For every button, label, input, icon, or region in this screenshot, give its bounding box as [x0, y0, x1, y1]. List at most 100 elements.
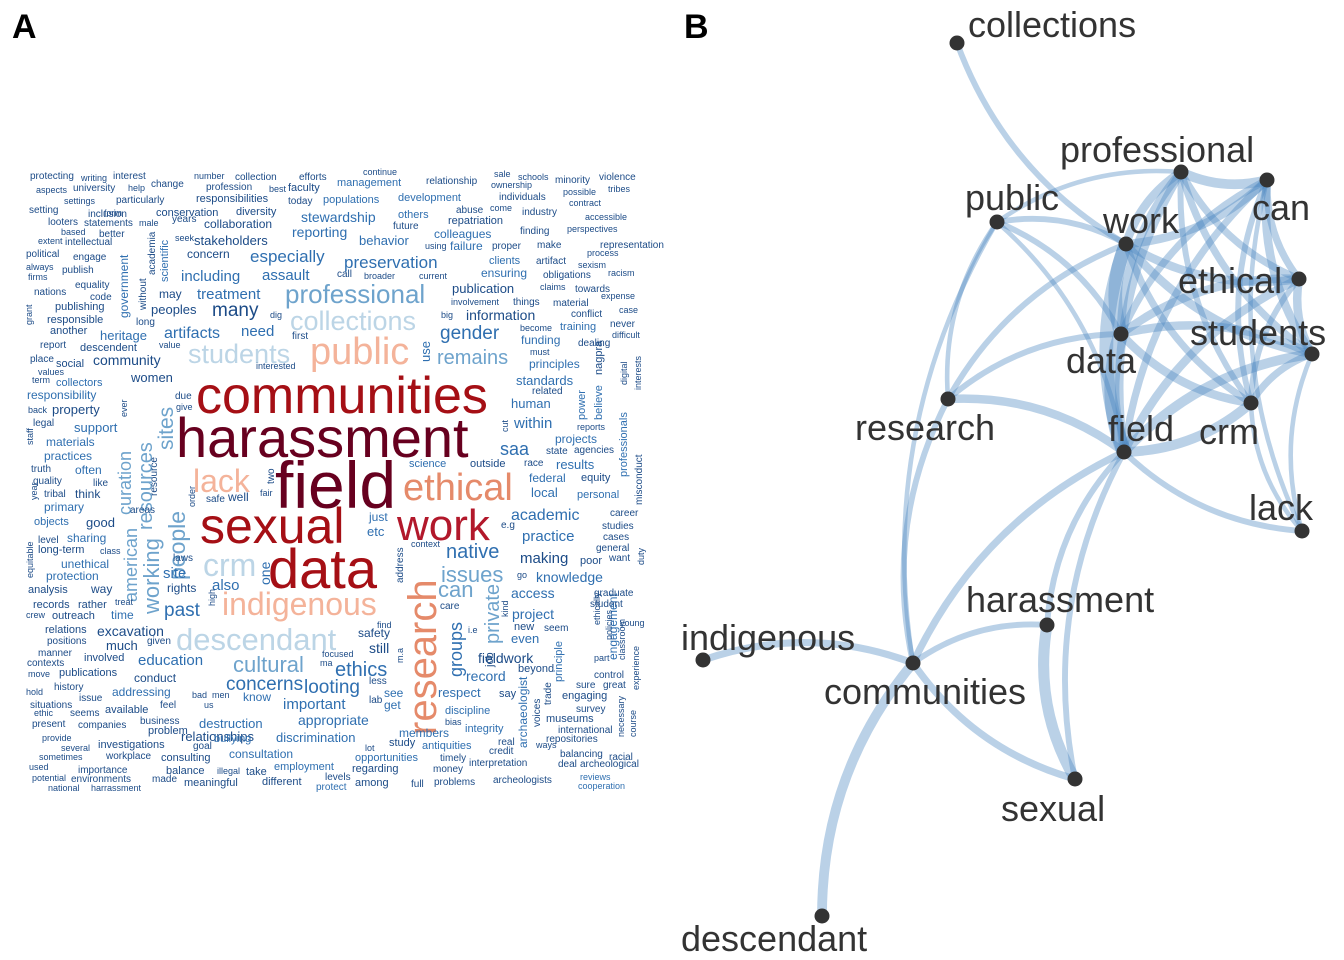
word-cloud-word: project	[512, 606, 554, 622]
word-cloud-word: reports	[577, 422, 606, 432]
word-cloud-word: interest	[113, 171, 146, 182]
word-cloud-word: power	[576, 390, 588, 420]
word-cloud-word: protecting	[30, 171, 74, 182]
network-edge	[1117, 176, 1271, 338]
network-edge	[1261, 175, 1317, 359]
word-cloud-word: career	[610, 508, 639, 519]
word-cloud-word: given	[147, 636, 171, 647]
word-cloud-word: see	[384, 686, 404, 700]
word-cloud-word: tribal	[44, 489, 66, 500]
word-cloud-word: present	[32, 719, 66, 730]
word-cloud-word: others	[398, 209, 429, 221]
word-cloud-word: use	[418, 341, 433, 362]
network-edge	[954, 40, 1129, 247]
network-edge	[1248, 276, 1302, 406]
word-cloud-word: safe	[206, 494, 225, 505]
word-cloud-word: time	[111, 608, 134, 622]
word-cloud-word: classroom	[617, 619, 627, 660]
word-cloud-word: m.a	[395, 648, 405, 663]
word-cloud-word: conduct	[134, 671, 177, 685]
network-node-label-descendant: descendant	[681, 918, 867, 959]
network-node-harassment	[1039, 617, 1055, 633]
word-cloud-word: part	[594, 653, 610, 663]
word-cloud-word: help	[128, 183, 145, 193]
network-edge	[1120, 176, 1271, 456]
word-cloud-word: failure	[450, 239, 483, 253]
network-edge	[943, 394, 1129, 457]
word-cloud-word: i.e	[468, 625, 478, 635]
word-cloud-word: made	[152, 774, 177, 785]
word-cloud-word: education	[138, 652, 203, 669]
word-cloud-word: dealing	[578, 338, 610, 349]
word-cloud-word: full	[411, 779, 424, 790]
word-cloud-word: bullying	[214, 733, 251, 745]
word-cloud-word: positions	[47, 636, 86, 647]
word-cloud-word: safety	[358, 626, 390, 640]
word-cloud-word: members	[399, 726, 449, 740]
word-cloud-word: responsibilities	[196, 193, 269, 205]
word-cloud-word: become	[520, 323, 552, 333]
word-cloud-word: people	[164, 511, 190, 580]
word-cloud-word: diversity	[236, 206, 277, 218]
word-cloud-word: resource	[149, 457, 160, 496]
word-cloud-word: minority	[555, 175, 590, 186]
word-cloud-word: employment	[274, 761, 334, 773]
network-edge	[994, 215, 1129, 247]
word-cloud-word: manner	[38, 648, 73, 659]
word-cloud-word: concerns	[226, 674, 303, 695]
word-cloud-word: statements	[84, 218, 133, 229]
word-cloud-word: respect	[438, 685, 481, 700]
word-cloud-word: archeological	[580, 759, 639, 770]
word-cloud-word: representation	[600, 240, 664, 251]
word-cloud-word: artifacts	[164, 325, 220, 342]
word-cloud-word: funding	[521, 333, 560, 347]
word-cloud-word: abuse	[456, 205, 484, 216]
word-cloud-word: perspectives	[567, 224, 618, 234]
network-edge	[817, 658, 918, 921]
word-cloud-word: much	[106, 638, 138, 653]
word-cloud-word: difficult	[612, 330, 640, 340]
network-edge	[1114, 167, 1186, 457]
word-cloud-word: expense	[601, 291, 635, 301]
word-cloud-word: current	[419, 271, 448, 281]
word-cloud-word: treatment	[197, 286, 261, 303]
word-cloud-word: including	[181, 268, 240, 285]
word-cloud-word: hold	[26, 687, 43, 697]
network-edge	[994, 168, 1184, 225]
word-cloud-word: crew	[26, 610, 46, 620]
word-cloud-word: first	[292, 331, 308, 342]
word-cloud-word: destruction	[199, 716, 263, 731]
word-cloud-word: number	[194, 171, 225, 181]
word-cloud-word: curation	[115, 451, 135, 515]
word-cloud-word: must	[530, 347, 550, 357]
word-cloud-word: student	[590, 599, 623, 610]
word-cloud-word: outreach	[52, 610, 95, 622]
word-cloud-word: looting	[304, 677, 360, 698]
word-cloud-word: best	[269, 184, 287, 194]
word-cloud-word: professionals	[618, 412, 630, 477]
word-cloud-word: interested	[256, 361, 296, 371]
word-cloud-word: great	[603, 680, 626, 691]
network-edge	[1062, 449, 1127, 782]
word-cloud-word: graduate	[594, 588, 634, 599]
word-cloud-word: move	[28, 669, 50, 679]
word-cloud-word: sexual	[200, 498, 345, 554]
word-cloud-word: equality	[75, 280, 109, 291]
word-cloud-word: another	[50, 325, 88, 337]
network-edge	[910, 621, 1050, 666]
network-node-label-communities: communities	[824, 671, 1026, 712]
word-cloud-word: results	[556, 457, 595, 472]
word-cloud-word: things	[513, 297, 540, 308]
word-cloud-word: students	[188, 339, 290, 369]
network-edge	[1119, 349, 1317, 457]
network-node-label-public: public	[965, 177, 1059, 218]
network-edge	[1116, 167, 1186, 339]
word-cloud-word: tribes	[608, 184, 631, 194]
word-cloud-word: believe	[593, 385, 605, 420]
word-cloud-word: always	[26, 262, 54, 272]
word-cloud-word: repositories	[546, 734, 598, 745]
word-cloud-word: lab	[369, 695, 383, 706]
word-cloud-word: data	[268, 537, 378, 600]
word-cloud-word: scientific	[159, 239, 171, 282]
